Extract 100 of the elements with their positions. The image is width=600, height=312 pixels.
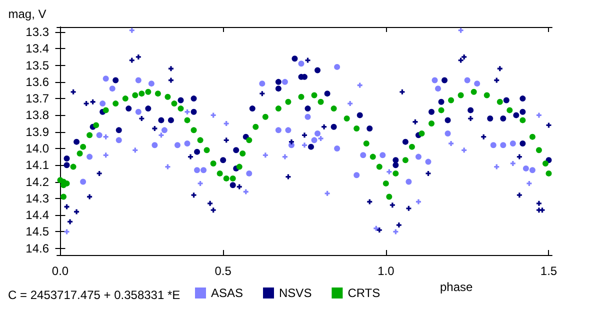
point <box>288 139 294 144</box>
point <box>233 147 240 154</box>
point <box>516 154 522 160</box>
point <box>468 116 474 122</box>
point <box>376 228 382 233</box>
point <box>520 140 526 146</box>
y-tick-label: 14.2 <box>26 174 50 189</box>
point <box>292 56 298 62</box>
point <box>415 154 422 160</box>
point <box>380 152 386 158</box>
point <box>494 164 500 170</box>
point <box>536 112 542 118</box>
y-tick-label: 14.6 <box>26 241 50 256</box>
point <box>148 80 154 87</box>
point <box>308 144 314 150</box>
point <box>367 199 372 204</box>
point <box>184 109 190 114</box>
point <box>520 108 526 115</box>
point <box>152 142 158 148</box>
point <box>412 119 418 124</box>
y-tick-label: 14.0 <box>26 141 50 156</box>
point <box>442 77 448 84</box>
point <box>190 108 197 115</box>
x-tick-label: 1.0 <box>378 264 395 278</box>
point <box>275 86 282 92</box>
point <box>357 82 362 88</box>
point <box>194 167 200 174</box>
point <box>132 148 138 153</box>
point <box>230 182 236 188</box>
point <box>282 154 288 160</box>
point <box>70 89 76 94</box>
point <box>100 100 106 107</box>
legend-label: NSVS <box>279 286 312 300</box>
y-tick-label: 13.3 <box>26 24 50 39</box>
point <box>220 157 226 164</box>
point <box>135 108 142 115</box>
point <box>285 127 292 134</box>
point <box>402 138 408 145</box>
point <box>425 158 432 165</box>
point <box>304 106 311 112</box>
point <box>318 136 324 142</box>
point <box>510 160 516 166</box>
point <box>158 117 164 124</box>
y-tick-label: 13.8 <box>26 108 50 122</box>
point <box>168 66 174 72</box>
point <box>139 116 144 122</box>
point <box>416 199 421 204</box>
y-tick-label: 14.5 <box>26 224 50 239</box>
point <box>393 229 398 234</box>
point <box>529 167 536 174</box>
point <box>400 89 405 94</box>
point <box>103 134 108 140</box>
point <box>158 132 164 138</box>
x-tick-label: 1.5 <box>540 264 558 278</box>
point <box>161 127 168 134</box>
point <box>249 106 256 112</box>
point <box>474 80 480 87</box>
point <box>74 209 80 214</box>
legend-label: CRTS <box>348 286 380 300</box>
point <box>396 222 402 228</box>
point <box>302 142 307 148</box>
point <box>191 192 196 198</box>
y-tick-label: 13.7 <box>26 92 50 106</box>
point <box>210 112 216 118</box>
point <box>275 127 282 134</box>
point <box>116 127 122 134</box>
point <box>188 154 194 160</box>
point <box>448 140 454 146</box>
point <box>96 170 102 176</box>
point <box>168 117 174 124</box>
y-tick-label: 13.9 <box>26 124 50 139</box>
y-tick-label: 14.3 <box>26 191 50 206</box>
y-tick-label: 13.6 <box>26 74 50 89</box>
point <box>546 122 552 128</box>
point <box>90 99 96 104</box>
point <box>500 116 506 122</box>
point <box>386 169 392 174</box>
point <box>298 60 304 67</box>
point <box>513 112 520 118</box>
point <box>536 200 542 206</box>
point <box>330 124 337 130</box>
point <box>444 117 451 124</box>
y-tick-label: 14.4 <box>26 208 50 222</box>
point <box>178 97 184 104</box>
point <box>87 194 92 200</box>
x-tick-label: 0.5 <box>214 264 232 278</box>
y-tick-label: 13.5 <box>26 58 50 72</box>
point <box>129 28 134 33</box>
point <box>152 126 158 132</box>
point <box>500 142 506 148</box>
point <box>305 58 310 63</box>
point <box>468 107 474 114</box>
y-tick-label: 14.1 <box>26 158 50 172</box>
x-tick-label: 0.0 <box>52 264 69 278</box>
point <box>311 137 318 144</box>
point <box>487 116 494 122</box>
point <box>208 200 213 206</box>
x-axis-title: phase <box>440 280 474 294</box>
point <box>174 142 180 148</box>
point <box>80 178 86 185</box>
